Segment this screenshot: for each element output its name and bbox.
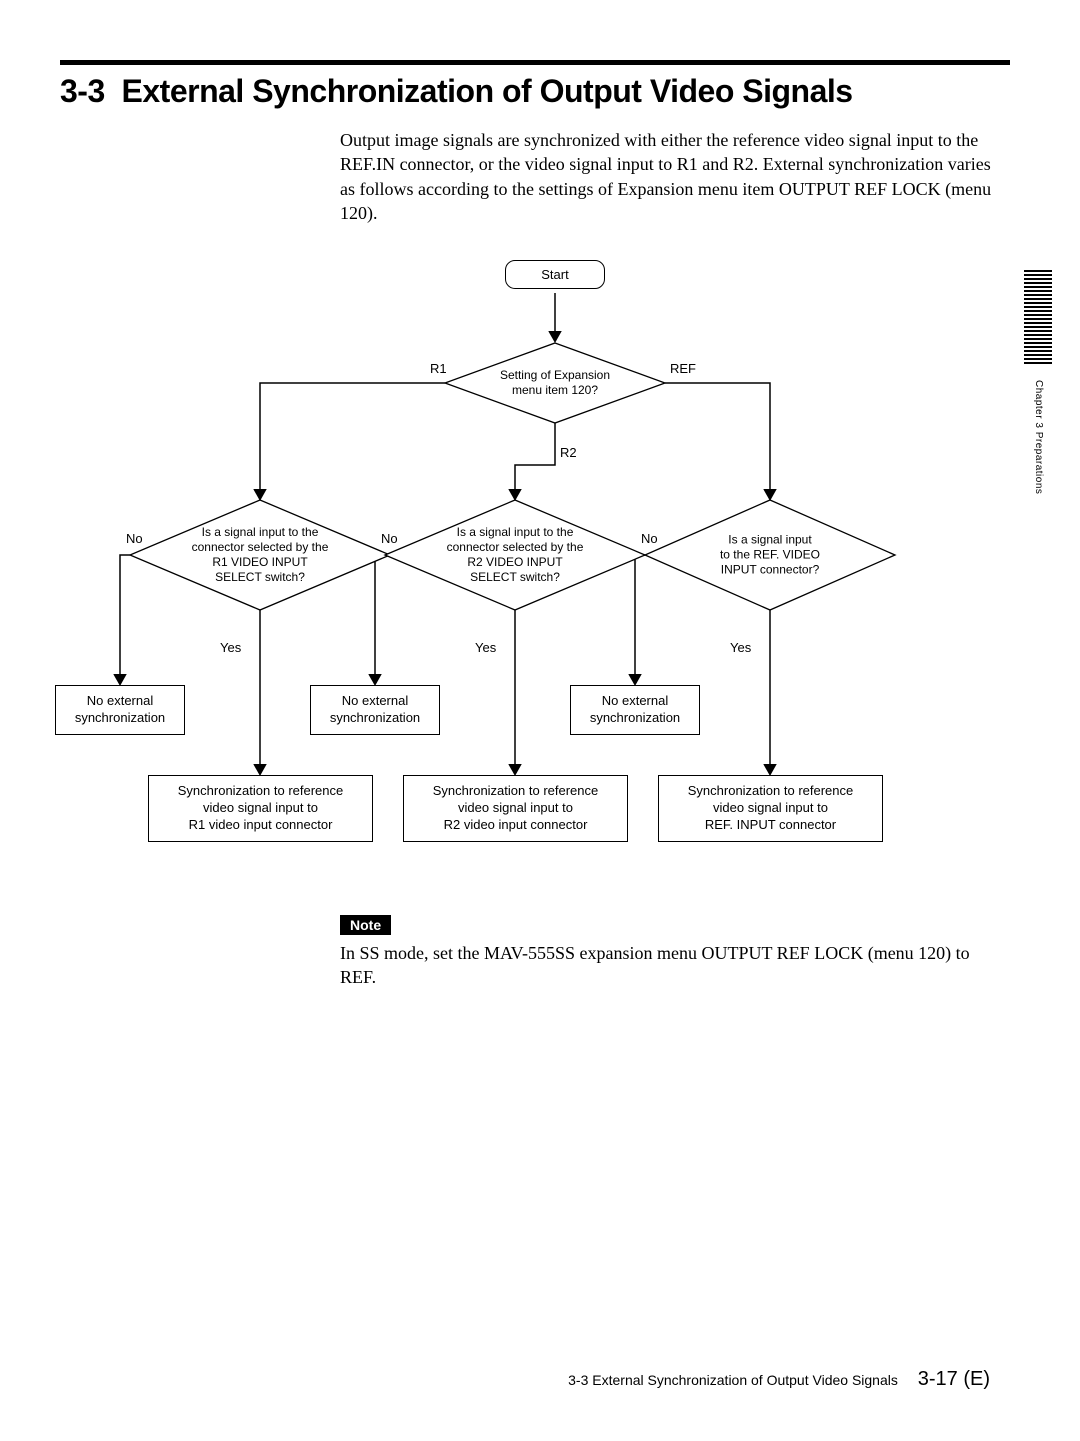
yb1-l2: video signal input to [458,800,573,815]
nb2-l1: No external [602,693,668,708]
section-rule [60,60,1010,65]
start-label: Start [541,267,568,282]
b0-l1: Is a signal input to the [202,525,319,539]
intro-text: Output image signals are synchronized wi… [340,128,1000,225]
section-number: 3-3 [60,73,105,109]
b1-l3: R2 VIDEO INPUT [467,555,562,569]
page-footer: 3-3 External Synchronization of Output V… [568,1368,990,1391]
b1-l1: Is a signal input to the [457,525,574,539]
box-no-sync-1: No external synchronization [310,685,440,735]
flow-start: Start [505,260,605,289]
decision-r2-input: Is a signal input to the connector selec… [383,498,647,612]
box-sync-ref: Synchronization to reference video signa… [658,775,883,842]
label-ref: REF [670,361,696,376]
yb0-l3: R1 video input connector [189,817,333,832]
yb1-l1: Synchronization to reference [433,783,598,798]
decision-ref-input: Is a signal input to the REF. VIDEO INPU… [643,498,897,612]
box-sync-r1: Synchronization to reference video signa… [148,775,373,842]
b2-l2: to the REF. VIDEO [720,548,820,562]
b2-yes: Yes [730,640,751,655]
b0-yes: Yes [220,640,241,655]
yb2-l1: Synchronization to reference [688,783,853,798]
label-r2: R2 [560,445,577,460]
tab-stripes-icon [1024,270,1052,370]
decision-r1-input: Is a signal input to the connector selec… [128,498,392,612]
yb1-l3: R2 video input connector [444,817,588,832]
b0-l3: R1 VIDEO INPUT [212,555,307,569]
label-r1: R1 [430,361,447,376]
flowchart: Start Setting of Expansion menu item 120… [60,245,1000,885]
d1-line2: menu item 120? [512,383,598,397]
b0-no: No [126,531,143,546]
box-sync-r2: Synchronization to reference video signa… [403,775,628,842]
nb1-l1: No external [342,693,408,708]
yb2-l3: REF. INPUT connector [705,817,836,832]
d1-line1: Setting of Expansion [500,368,610,382]
chapter-label: Chapter 3 Preparations [1033,380,1044,494]
b1-l4: SELECT switch? [470,570,560,584]
note-section: Note In SS mode, set the MAV-555SS expan… [340,915,1000,990]
b1-no: No [381,531,398,546]
box-no-sync-0: No external synchronization [55,685,185,735]
yb0-l1: Synchronization to reference [178,783,343,798]
yb0-l2: video signal input to [203,800,318,815]
section-title: External Synchronization of Output Video… [122,73,853,109]
b0-l2: connector selected by the [192,540,329,554]
chapter-tab: Chapter 3 Preparations [1022,270,1052,500]
footer-text: 3-3 External Synchronization of Output V… [568,1372,898,1388]
b2-l1: Is a signal input [728,533,811,547]
decision-expansion-120: Setting of Expansion menu item 120? [443,341,667,425]
nb2-l2: synchronization [590,710,680,725]
nb0-l1: No external [87,693,153,708]
box-no-sync-2: No external synchronization [570,685,700,735]
note-text: In SS mode, set the MAV-555SS expansion … [340,941,1000,990]
note-badge: Note [340,915,391,935]
b0-l4: SELECT switch? [215,570,305,584]
b1-yes: Yes [475,640,496,655]
b2-l3: INPUT connector? [721,563,820,577]
b2-no: No [641,531,658,546]
yb2-l2: video signal input to [713,800,828,815]
page-title: 3-3 External Synchronization of Output V… [60,73,1010,110]
nb1-l2: synchronization [330,710,420,725]
b1-l2: connector selected by the [447,540,584,554]
nb0-l2: synchronization [75,710,165,725]
page-number: 3-17 (E) [918,1368,990,1390]
